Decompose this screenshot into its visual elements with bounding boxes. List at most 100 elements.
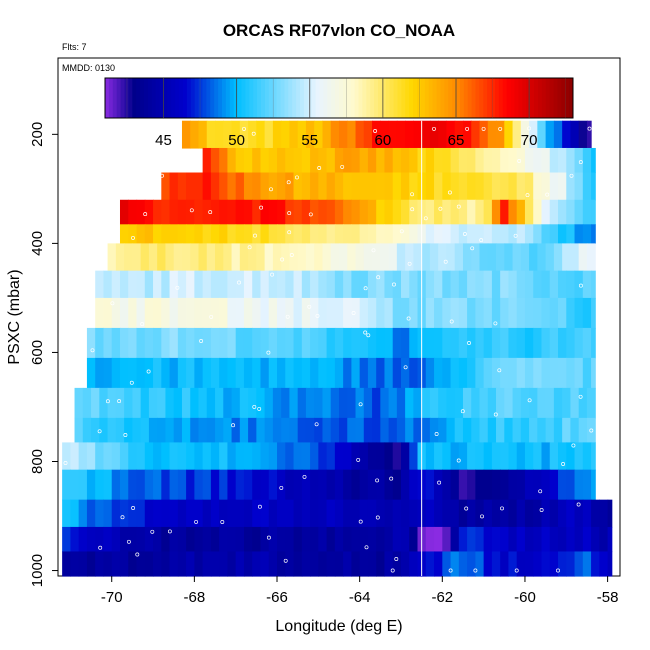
heatmap-cell bbox=[252, 469, 262, 501]
heatmap-cell bbox=[442, 172, 452, 201]
heatmap-cell bbox=[326, 357, 336, 389]
heatmap-cell bbox=[516, 357, 526, 389]
heatmap-cell bbox=[285, 199, 295, 225]
heatmap-cell bbox=[396, 387, 406, 419]
heatmap-cell bbox=[264, 120, 274, 149]
heatmap-cell bbox=[363, 120, 373, 149]
heatmap-cell bbox=[301, 327, 311, 359]
heatmap-cell bbox=[301, 172, 311, 201]
heatmap-cell bbox=[86, 551, 96, 577]
heatmap-cell bbox=[281, 120, 291, 149]
heatmap-cell bbox=[421, 120, 431, 149]
heatmap-cell bbox=[206, 243, 216, 272]
heatmap-cell bbox=[305, 243, 315, 272]
x-axis: -70 -68 -66 -64 -62 -60 -58 bbox=[101, 576, 618, 606]
heatmap-cell bbox=[318, 327, 328, 359]
colorbar-segment bbox=[397, 78, 402, 118]
heatmap-cell bbox=[558, 442, 567, 471]
heatmap-cell bbox=[334, 551, 344, 577]
heatmap-cell bbox=[566, 224, 576, 244]
heatmap-cell bbox=[219, 199, 229, 225]
colorbar-segment bbox=[159, 78, 164, 118]
heatmap-cell bbox=[467, 526, 476, 553]
heatmap-cell bbox=[578, 120, 588, 149]
heatmap-cell bbox=[248, 243, 257, 272]
heatmap-cell bbox=[144, 499, 154, 528]
heatmap-cell bbox=[161, 469, 171, 501]
colorbar-segment bbox=[335, 78, 340, 118]
heatmap-cell bbox=[86, 526, 96, 553]
heatmap-cell bbox=[310, 327, 319, 359]
heatmap-cell bbox=[161, 224, 171, 244]
observation-dot bbox=[366, 333, 371, 338]
heatmap-cell bbox=[343, 147, 352, 174]
heatmap-cell bbox=[512, 417, 522, 444]
y-axis-label: PSXC (mbar) bbox=[6, 269, 23, 364]
observation-dot bbox=[266, 535, 271, 540]
heatmap-cell bbox=[153, 327, 162, 359]
heatmap-cell bbox=[148, 417, 158, 444]
heatmap-cell bbox=[582, 469, 592, 501]
observation-dot bbox=[443, 259, 448, 264]
heatmap-cell bbox=[103, 270, 113, 299]
heatmap-cell bbox=[541, 327, 551, 359]
heatmap-cell bbox=[479, 387, 489, 419]
heatmap-cell bbox=[508, 270, 518, 299]
colorbar-segment bbox=[342, 78, 348, 118]
heatmap-cell bbox=[400, 224, 410, 244]
heatmap-cell bbox=[384, 357, 394, 389]
heatmap-cell bbox=[136, 526, 146, 553]
heatmap-cell bbox=[566, 297, 576, 329]
heatmap-cell bbox=[508, 551, 518, 577]
heatmap-cell bbox=[310, 469, 319, 501]
heatmap-cell bbox=[413, 387, 423, 419]
heatmap-cell bbox=[471, 387, 481, 419]
colorbar-segment bbox=[112, 78, 118, 118]
heatmap-cell bbox=[574, 442, 584, 471]
heatmap-cell bbox=[483, 327, 493, 359]
observation-dot bbox=[473, 568, 478, 573]
heatmap-cell bbox=[227, 357, 237, 389]
heatmap-cell bbox=[107, 417, 117, 444]
heatmap-cell bbox=[566, 270, 576, 299]
heatmap-cell bbox=[260, 469, 270, 501]
heatmap-cell bbox=[128, 357, 138, 389]
observation-dot bbox=[126, 539, 131, 544]
heatmap-cell bbox=[363, 243, 373, 272]
heatmap-cell bbox=[549, 442, 559, 471]
heatmap-cell bbox=[351, 270, 361, 299]
heatmap-cell bbox=[475, 442, 485, 471]
heatmap-cell bbox=[343, 270, 352, 299]
observation-dot bbox=[279, 485, 284, 490]
heatmap-cell bbox=[115, 243, 125, 272]
heatmap-cell bbox=[388, 120, 398, 149]
heatmap-cell bbox=[516, 147, 526, 174]
heatmap-cell bbox=[119, 270, 129, 299]
observation-dot bbox=[434, 432, 439, 436]
heatmap-cell bbox=[277, 357, 286, 389]
heatmap-cell bbox=[243, 270, 253, 299]
heatmap-cell bbox=[372, 243, 381, 272]
observation-dot bbox=[462, 232, 467, 236]
heatmap-cell bbox=[425, 469, 435, 501]
heatmap-cell bbox=[107, 387, 117, 419]
heatmap-cell bbox=[524, 551, 534, 577]
heatmap-cell bbox=[215, 417, 224, 444]
heatmap-cell bbox=[62, 499, 71, 528]
heatmap-cell bbox=[467, 172, 476, 201]
heatmap-cell bbox=[318, 551, 328, 577]
heatmap-cell bbox=[124, 417, 133, 444]
heatmap-cell bbox=[396, 120, 406, 149]
heatmap-cell bbox=[442, 526, 452, 553]
colorbar-segment bbox=[210, 78, 215, 118]
heatmap-cell bbox=[504, 243, 514, 272]
colorbar-segment bbox=[315, 78, 320, 118]
heatmap-cell bbox=[367, 172, 377, 201]
heatmap-cell bbox=[355, 120, 365, 149]
heatmap-cell bbox=[367, 499, 377, 528]
heatmap-cell bbox=[533, 499, 543, 528]
heatmap-cell bbox=[434, 147, 443, 174]
colorbar-segment bbox=[452, 78, 457, 118]
heatmap-cell bbox=[591, 147, 596, 174]
heatmap-cell bbox=[475, 199, 485, 225]
